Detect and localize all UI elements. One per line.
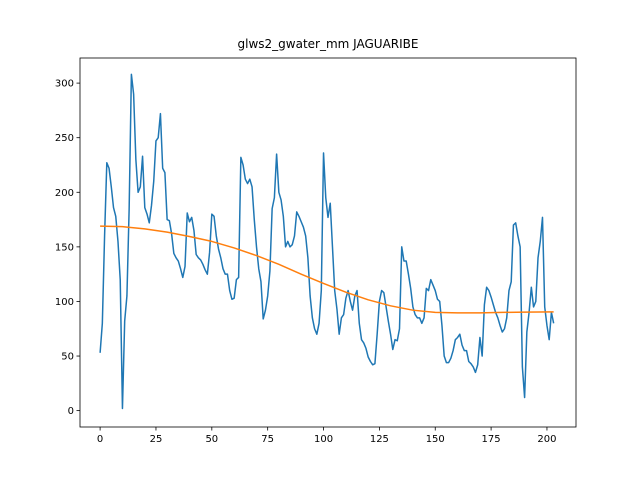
series-line-1 [99,73,555,410]
x-tick-label: 75 [261,434,274,445]
x-tick-label: 125 [370,434,389,445]
x-tick-label: 0 [97,434,103,445]
x-tick-label: 50 [205,434,218,445]
x-axis: 0 25 50 75 100 125 150 175 200 [97,427,557,445]
y-tick-label: 100 [55,297,74,308]
y-tick-label: 200 [55,188,74,199]
y-tick-label: 250 [55,133,74,144]
x-tick-label: 175 [482,434,501,445]
x-tick-label: 200 [537,434,556,445]
plot-frame [79,57,577,428]
x-tick-label: 150 [426,434,445,445]
y-tick-label: 0 [68,406,74,417]
y-tick-label: 50 [61,352,74,363]
series-group [99,73,555,410]
y-tick-label: 150 [55,242,74,253]
x-tick-label: 25 [150,434,163,445]
series-line-2 [100,225,554,314]
y-tick-label: 300 [55,79,74,90]
y-axis: 0 50 100 150 200 250 300 [55,79,80,417]
chart-title: glws2_gwater_mm JAGUARIBE [238,37,419,51]
x-tick-label: 100 [314,434,333,445]
